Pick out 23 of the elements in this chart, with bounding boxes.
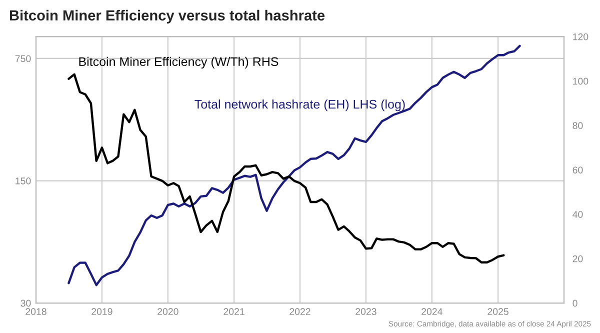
chart-title: Bitcoin Miner Efficiency versus total hashrate: [10, 10, 325, 24]
line-series: [68, 44, 521, 286]
y2-tick-label: 0: [572, 300, 578, 307]
series-label: Total network hashrate (EH) LHS (log): [194, 100, 405, 112]
x-tick-label: 2020: [158, 308, 178, 316]
y2-tick-label: 40: [572, 210, 583, 218]
x-tick-label: 2024: [422, 308, 442, 316]
x-tick-label: 2019: [92, 308, 112, 316]
y2-tick-label: 80: [572, 122, 583, 130]
x-tick-label: 2021: [224, 308, 244, 316]
y2-tick-label: 20: [572, 255, 583, 262]
series-label: Bitcoin Miner Efficiency (W/Th) RHS: [79, 56, 278, 69]
y-tick-label: 30: [20, 300, 31, 307]
y-tick-label: 150: [16, 177, 31, 184]
y2-tick-label: 120: [573, 33, 588, 40]
x-tick-label: 2022: [290, 308, 310, 316]
y-tick-label: 750: [15, 55, 31, 62]
x-tick-label: 2025: [488, 308, 508, 316]
x-tick-label: 2023: [356, 308, 376, 316]
line-series: [68, 73, 505, 264]
x-tick-label: 2018: [26, 308, 46, 316]
y2-tick-label: 100: [573, 78, 588, 85]
y2-tick-label: 60: [572, 166, 583, 174]
